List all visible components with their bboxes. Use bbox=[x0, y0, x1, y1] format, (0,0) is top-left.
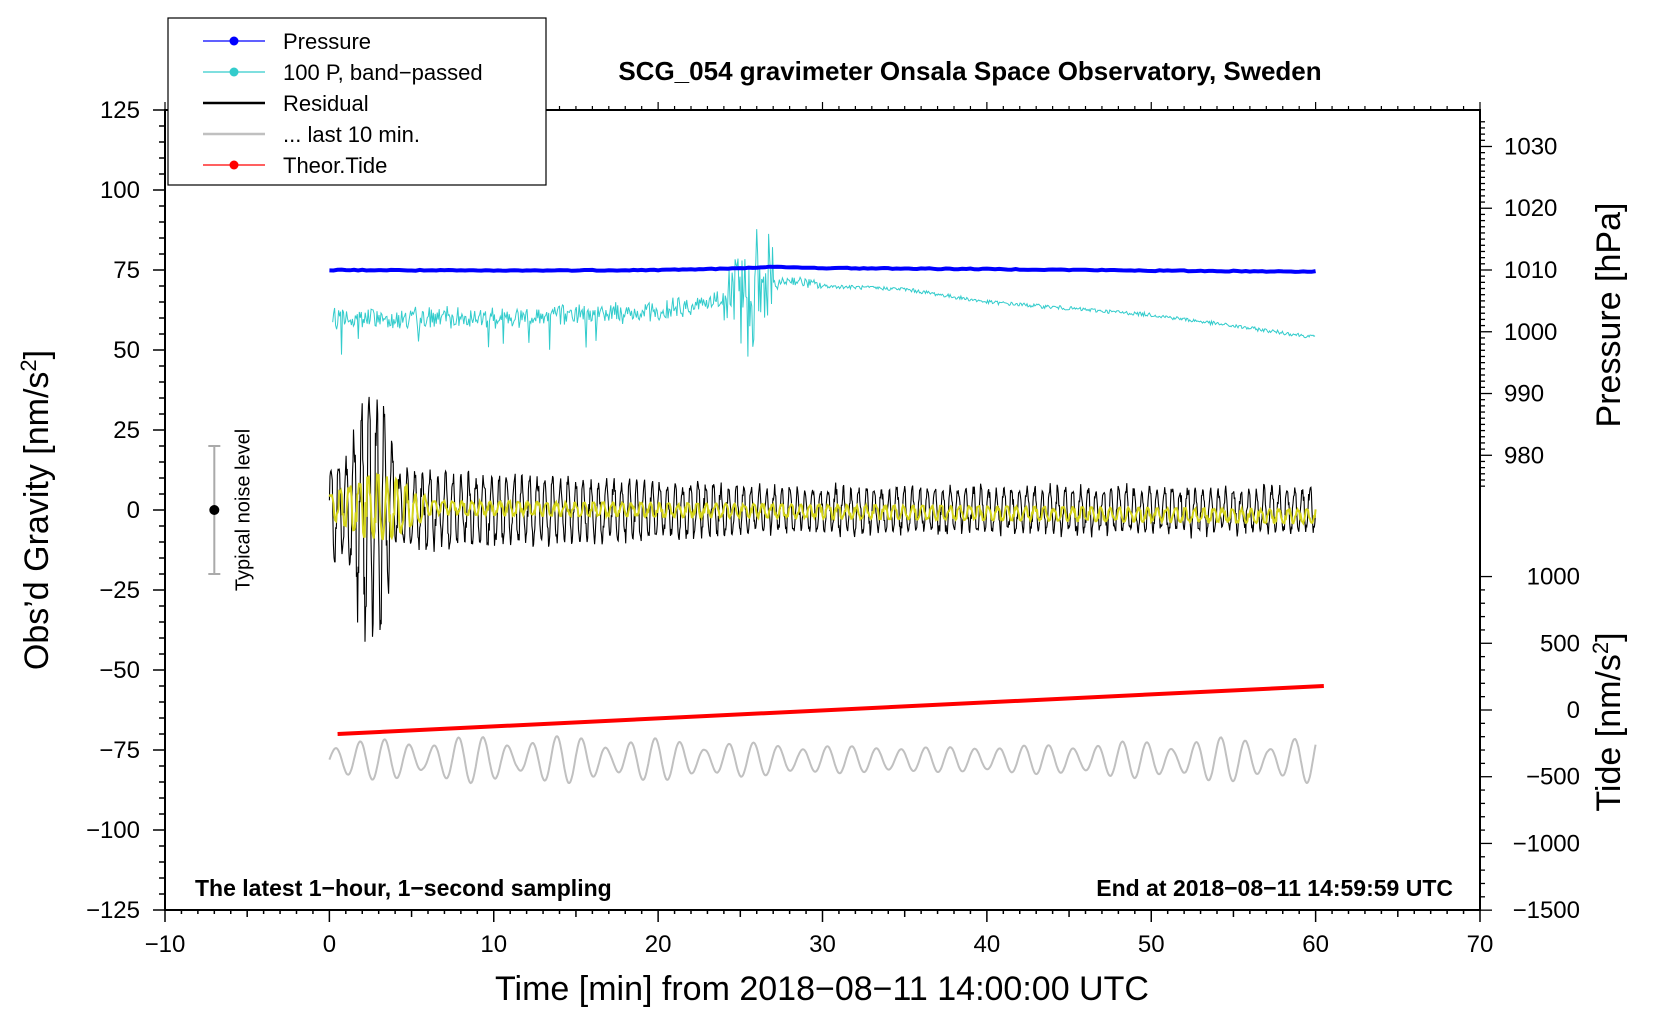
legend-label: Pressure bbox=[283, 29, 371, 54]
legend-marker bbox=[229, 160, 239, 170]
series-line-pressure bbox=[329, 264, 1316, 274]
y-axis-label-gravity-text: Obs’d Gravity [nm/s bbox=[18, 372, 56, 671]
series-line-residual-smoothed bbox=[328, 472, 1317, 541]
legend-marker bbox=[229, 36, 239, 46]
y-tick-label: −125 bbox=[86, 897, 140, 924]
pressure-tick-label: 980 bbox=[1504, 442, 1544, 469]
legend-label: Theor.Tide bbox=[283, 153, 387, 178]
y-tick-label: −25 bbox=[99, 577, 140, 604]
legend: Pressure 100 P, band−passed Residual ... la… bbox=[167, 17, 547, 186]
series-lines bbox=[328, 229, 1324, 785]
y-axis-label-gravity: Obs’d Gravity [nm/s2] bbox=[16, 350, 56, 670]
y-tick-label: 50 bbox=[113, 337, 140, 364]
y-axis-label-gravity-sup: 2 bbox=[16, 359, 41, 371]
annotation-end-time: End at 2018−08−11 14:59:59 UTC bbox=[1096, 875, 1453, 901]
annotation-sampling: The latest 1−hour, 1−second sampling bbox=[195, 875, 612, 901]
legend-marker bbox=[229, 67, 239, 77]
tide-tick-label: 1000 bbox=[1527, 564, 1580, 591]
legend-label: Residual bbox=[283, 91, 369, 116]
y-tick-label: −50 bbox=[99, 657, 140, 684]
legend-label: ... last 10 min. bbox=[283, 122, 420, 147]
tide-tick-label: 500 bbox=[1540, 630, 1580, 657]
noise-indicator: Typical noise level bbox=[208, 429, 254, 591]
y-axis-label-tide-text: Tide [nm/s bbox=[1590, 654, 1628, 811]
y-axis-label-tide-end: ] bbox=[1590, 632, 1628, 641]
y-tick-label: 100 bbox=[100, 177, 140, 204]
y-tick-label: 75 bbox=[113, 257, 140, 284]
y-axis-label-tide-sup: 2 bbox=[1588, 642, 1613, 654]
x-tick-label: −10 bbox=[145, 931, 186, 958]
y-axis-label-pressure: Pressure [hPa] bbox=[1590, 203, 1628, 428]
noise-label: Typical noise level bbox=[232, 429, 254, 591]
series-line-tide bbox=[337, 684, 1324, 736]
x-tick-label: 10 bbox=[480, 931, 507, 958]
x-tick-label: 50 bbox=[1138, 931, 1165, 958]
tide-tick-label: 0 bbox=[1567, 697, 1580, 724]
x-tick-label: 30 bbox=[809, 931, 836, 958]
x-tick-label: 0 bbox=[323, 931, 336, 958]
x-tick-label: 40 bbox=[974, 931, 1001, 958]
y-tick-label: 125 bbox=[100, 97, 140, 124]
pressure-tick-label: 1010 bbox=[1504, 257, 1557, 284]
y-tick-label: 0 bbox=[127, 497, 140, 524]
x-tick-label: 60 bbox=[1302, 931, 1329, 958]
axes: −10 0 10 20 30 40 50 60 701251007550250−25−50−75… bbox=[86, 97, 1580, 958]
tide-tick-label: −1000 bbox=[1513, 830, 1580, 857]
pressure-tick-label: 1030 bbox=[1504, 133, 1557, 160]
pressure-tick-label: 1000 bbox=[1504, 319, 1557, 346]
legend-box bbox=[167, 17, 547, 186]
x-tick-label: 20 bbox=[645, 931, 672, 958]
pressure-tick-label: 1020 bbox=[1504, 195, 1557, 222]
legend-label: 100 P, band−passed bbox=[283, 60, 483, 85]
y-tick-label: 25 bbox=[113, 417, 140, 444]
y-axis-label-tide: Tide [nm/s2] bbox=[1588, 632, 1628, 811]
chart-title: SCG_054 gravimeter Onsala Space Observat… bbox=[618, 56, 1321, 86]
tide-tick-label: −1500 bbox=[1513, 897, 1580, 924]
pressure-tick-label: 990 bbox=[1504, 381, 1544, 408]
series-line-last10min bbox=[328, 735, 1317, 785]
y-axis-label-gravity-end: ] bbox=[18, 350, 56, 359]
x-tick-label: 70 bbox=[1467, 931, 1494, 958]
y-tick-label: −75 bbox=[99, 737, 140, 764]
tide-tick-label: −500 bbox=[1526, 764, 1580, 791]
y-tick-label: −100 bbox=[86, 817, 140, 844]
series-line-bandpassed bbox=[332, 229, 1316, 357]
noise-center-dot bbox=[209, 505, 220, 515]
x-axis-label: Time [min] from 2018−08−11 14:00:00 UTC bbox=[495, 970, 1149, 1008]
